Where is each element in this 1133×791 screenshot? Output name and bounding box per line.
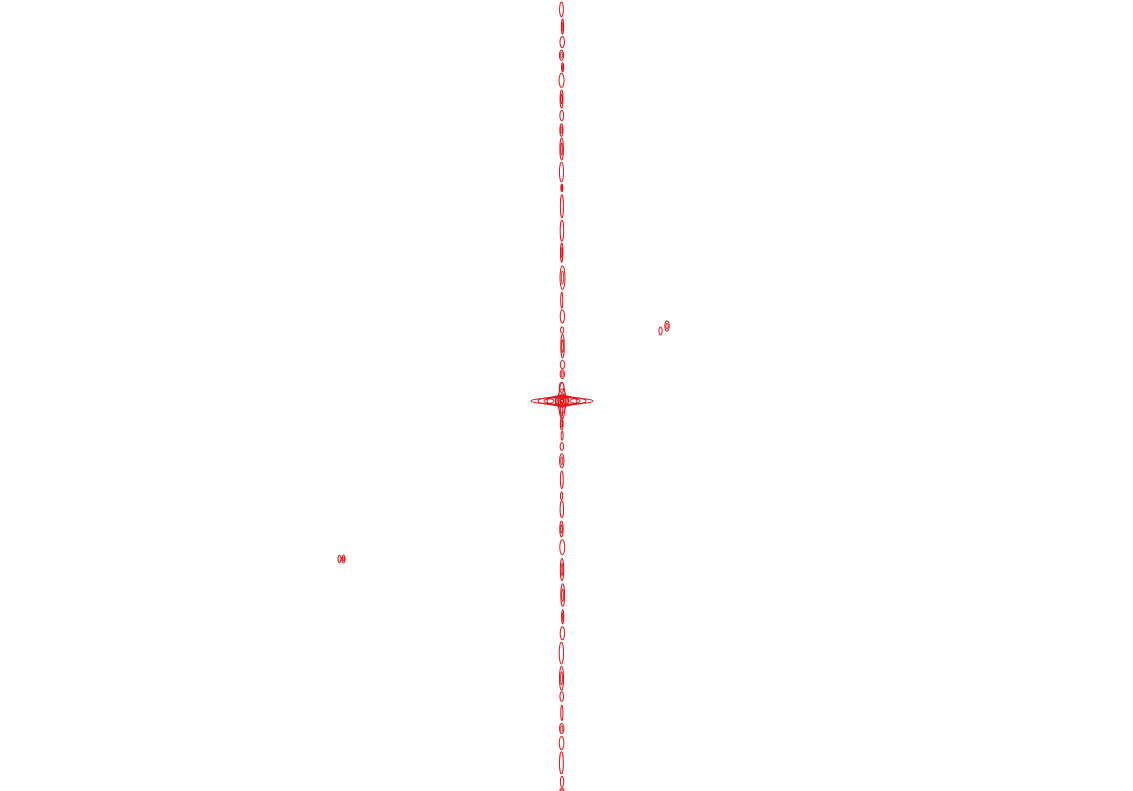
cross-contour	[555, 394, 569, 408]
ridge-contour	[561, 588, 564, 602]
ridge-contour	[558, 161, 565, 183]
ridge-contour	[561, 62, 565, 73]
ridge-contour	[560, 430, 564, 441]
ridge-contour	[560, 583, 566, 607]
ridge-contour	[560, 789, 564, 791]
ridge-contour	[560, 371, 564, 378]
ridge-contour	[561, 339, 564, 354]
ridge-contour	[559, 520, 564, 538]
ridge-contour	[559, 441, 565, 451]
ridge-contour	[559, 539, 566, 556]
ridge-contour	[559, 359, 566, 370]
ridge-contour	[559, 470, 564, 489]
cross-contour	[569, 398, 581, 404]
ridge-contour	[560, 563, 564, 577]
ridge-contour	[559, 89, 564, 109]
ridge-contour	[560, 400, 564, 417]
ridge-contour	[560, 333, 565, 359]
upper-right-peak	[658, 320, 670, 336]
ridge-contour	[559, 416, 564, 431]
cross-contour	[543, 398, 555, 404]
ridge-contour	[558, 665, 565, 691]
ridge-contour	[559, 691, 565, 702]
ridge-contour	[558, 735, 565, 751]
vertical-contour-ridge	[558, 1, 566, 791]
ridge-contour	[559, 369, 565, 380]
ridge-contour	[560, 183, 564, 193]
ridge-contour	[560, 419, 563, 428]
cross-contour	[558, 382, 566, 420]
ridge-contour	[561, 612, 564, 622]
ridge-contour	[559, 309, 565, 324]
ridge-contour	[560, 52, 563, 59]
ridge-contour	[559, 36, 565, 49]
ridge-contour	[559, 1, 564, 18]
ridge-contour	[559, 123, 564, 137]
ridge-contour	[561, 22, 564, 32]
ridge-contour	[559, 194, 564, 219]
ridge-contour	[560, 326, 565, 334]
ridge-contour	[558, 72, 565, 88]
cross-contour	[537, 396, 587, 406]
ridge-contour	[560, 456, 564, 466]
ridge-contour	[560, 270, 565, 285]
ridge-contour	[559, 751, 564, 775]
central-cross-peak	[530, 382, 594, 420]
ridge-contour	[559, 137, 564, 161]
ridge-contour	[560, 185, 563, 191]
ridge-contour	[559, 242, 564, 263]
ridge-contour	[560, 246, 563, 259]
peak-contour	[658, 326, 663, 336]
ridge-contour	[559, 219, 565, 242]
ridge-contour	[560, 725, 564, 732]
ridge-contour	[560, 524, 563, 534]
peak-contour	[342, 556, 345, 562]
peak-contour	[341, 554, 346, 564]
ridge-contour	[560, 671, 563, 686]
ridge-contour	[560, 93, 563, 105]
ridge-contour	[559, 491, 564, 501]
peak-contour	[664, 320, 670, 332]
peak-contour	[337, 555, 342, 563]
ridge-contour	[559, 109, 565, 122]
cross-contour	[530, 397, 594, 405]
ridge-contour	[559, 453, 565, 469]
peak-contour	[665, 322, 669, 329]
ridge-contour	[559, 722, 565, 735]
ridge-contour	[561, 609, 565, 625]
ridge-contour	[560, 291, 564, 309]
ridge-contour	[558, 49, 565, 61]
ridge-contour	[558, 641, 565, 665]
ridge-contour	[560, 126, 563, 134]
ridge-contour	[559, 265, 566, 290]
ridge-contour	[561, 64, 564, 71]
ridge-contour	[559, 787, 565, 791]
cross-contour	[546, 395, 578, 407]
ridge-contour	[559, 626, 566, 641]
lower-left-peak	[337, 554, 346, 564]
ridge-contour	[560, 704, 564, 721]
ridge-contour	[560, 142, 563, 156]
ridge-contour	[559, 558, 565, 582]
cross-contour	[559, 398, 565, 404]
ridge-contour	[559, 775, 565, 788]
ridge-contour	[559, 500, 565, 519]
ridge-contour	[560, 18, 565, 35]
cross-contour	[557, 388, 567, 414]
